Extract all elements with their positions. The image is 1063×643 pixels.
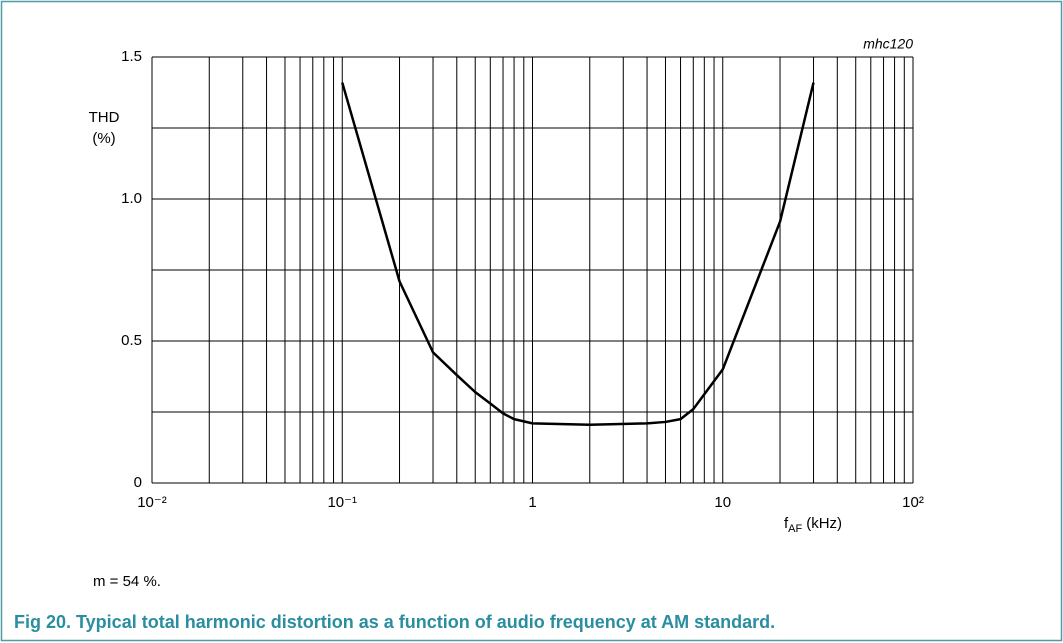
y-tick-label: 1.0 <box>121 190 142 207</box>
x-tick-label: 10⁻¹ <box>327 494 357 511</box>
x-label-symbol: f <box>784 515 789 532</box>
line <box>341 82 815 427</box>
note: m = 54 %. <box>93 573 161 590</box>
x-label: fAF (kHz) <box>784 515 842 535</box>
caption: Fig 20. Typical total harmonic distortio… <box>14 612 775 632</box>
x-tick-label: 10² <box>902 494 924 511</box>
x-tick-label: 10 <box>714 494 731 511</box>
x-label-subscript: AF <box>788 523 802 535</box>
y-tick-label: 0.5 <box>121 332 142 349</box>
y-tick-label: 0 <box>134 474 142 491</box>
x-label-unit: (kHz) <box>806 515 842 532</box>
y-label: (%) <box>92 130 115 147</box>
x-tick-label: 1 <box>528 494 536 511</box>
y-tick-label: 1.5 <box>121 48 142 65</box>
x-tick-label: 10⁻² <box>137 494 167 511</box>
annotation: mhc120 <box>863 36 913 52</box>
y-label: THD <box>89 109 120 126</box>
